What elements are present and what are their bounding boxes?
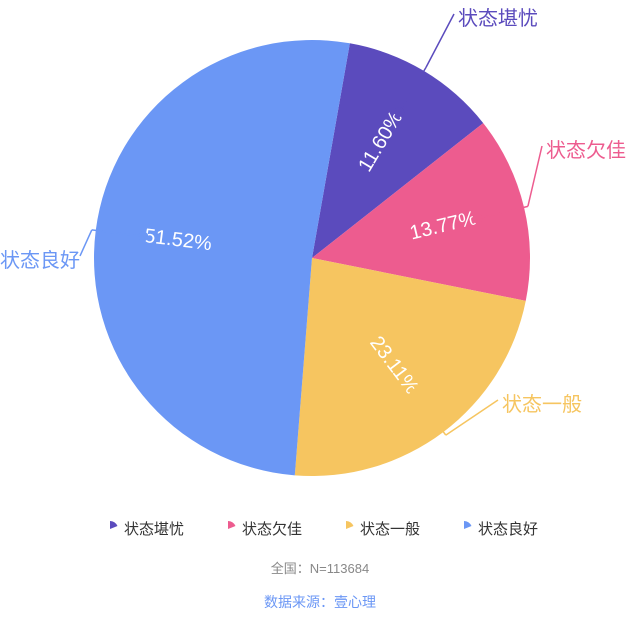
pie-chart: 11.60%13.77%23.11%51.52% [0,0,640,510]
legend-marker-icon [102,521,118,537]
data-source: 数据来源：壹心理 [0,592,640,612]
legend-label: 状态欠佳 [242,518,302,539]
legend-marker-icon [456,521,472,537]
slice-label-worrying: 状态堪忧 [458,2,538,31]
slice-label-poor: 状态欠佳 [546,134,626,163]
subtitle: 全国：N=113684 [0,558,640,577]
legend-label: 状态良好 [478,518,538,539]
legend-label: 状态一般 [360,518,420,539]
source-name: 壹心理 [334,594,376,610]
slice-label-good: 状态良好 [0,244,80,273]
legend-marker-icon [338,521,354,537]
legend-item-average: 状态一般 [338,518,420,539]
slice-label-average: 状态一般 [502,388,582,417]
source-prefix: 数据来源： [264,594,334,610]
legend-item-good: 状态良好 [456,518,538,539]
legend-label: 状态堪忧 [124,518,184,539]
legend-item-worrying: 状态堪忧 [102,518,184,539]
legend-item-poor: 状态欠佳 [220,518,302,539]
legend: 状态堪忧 状态欠佳 状态一般 状态良好 [0,518,640,539]
legend-marker-icon [220,521,236,537]
